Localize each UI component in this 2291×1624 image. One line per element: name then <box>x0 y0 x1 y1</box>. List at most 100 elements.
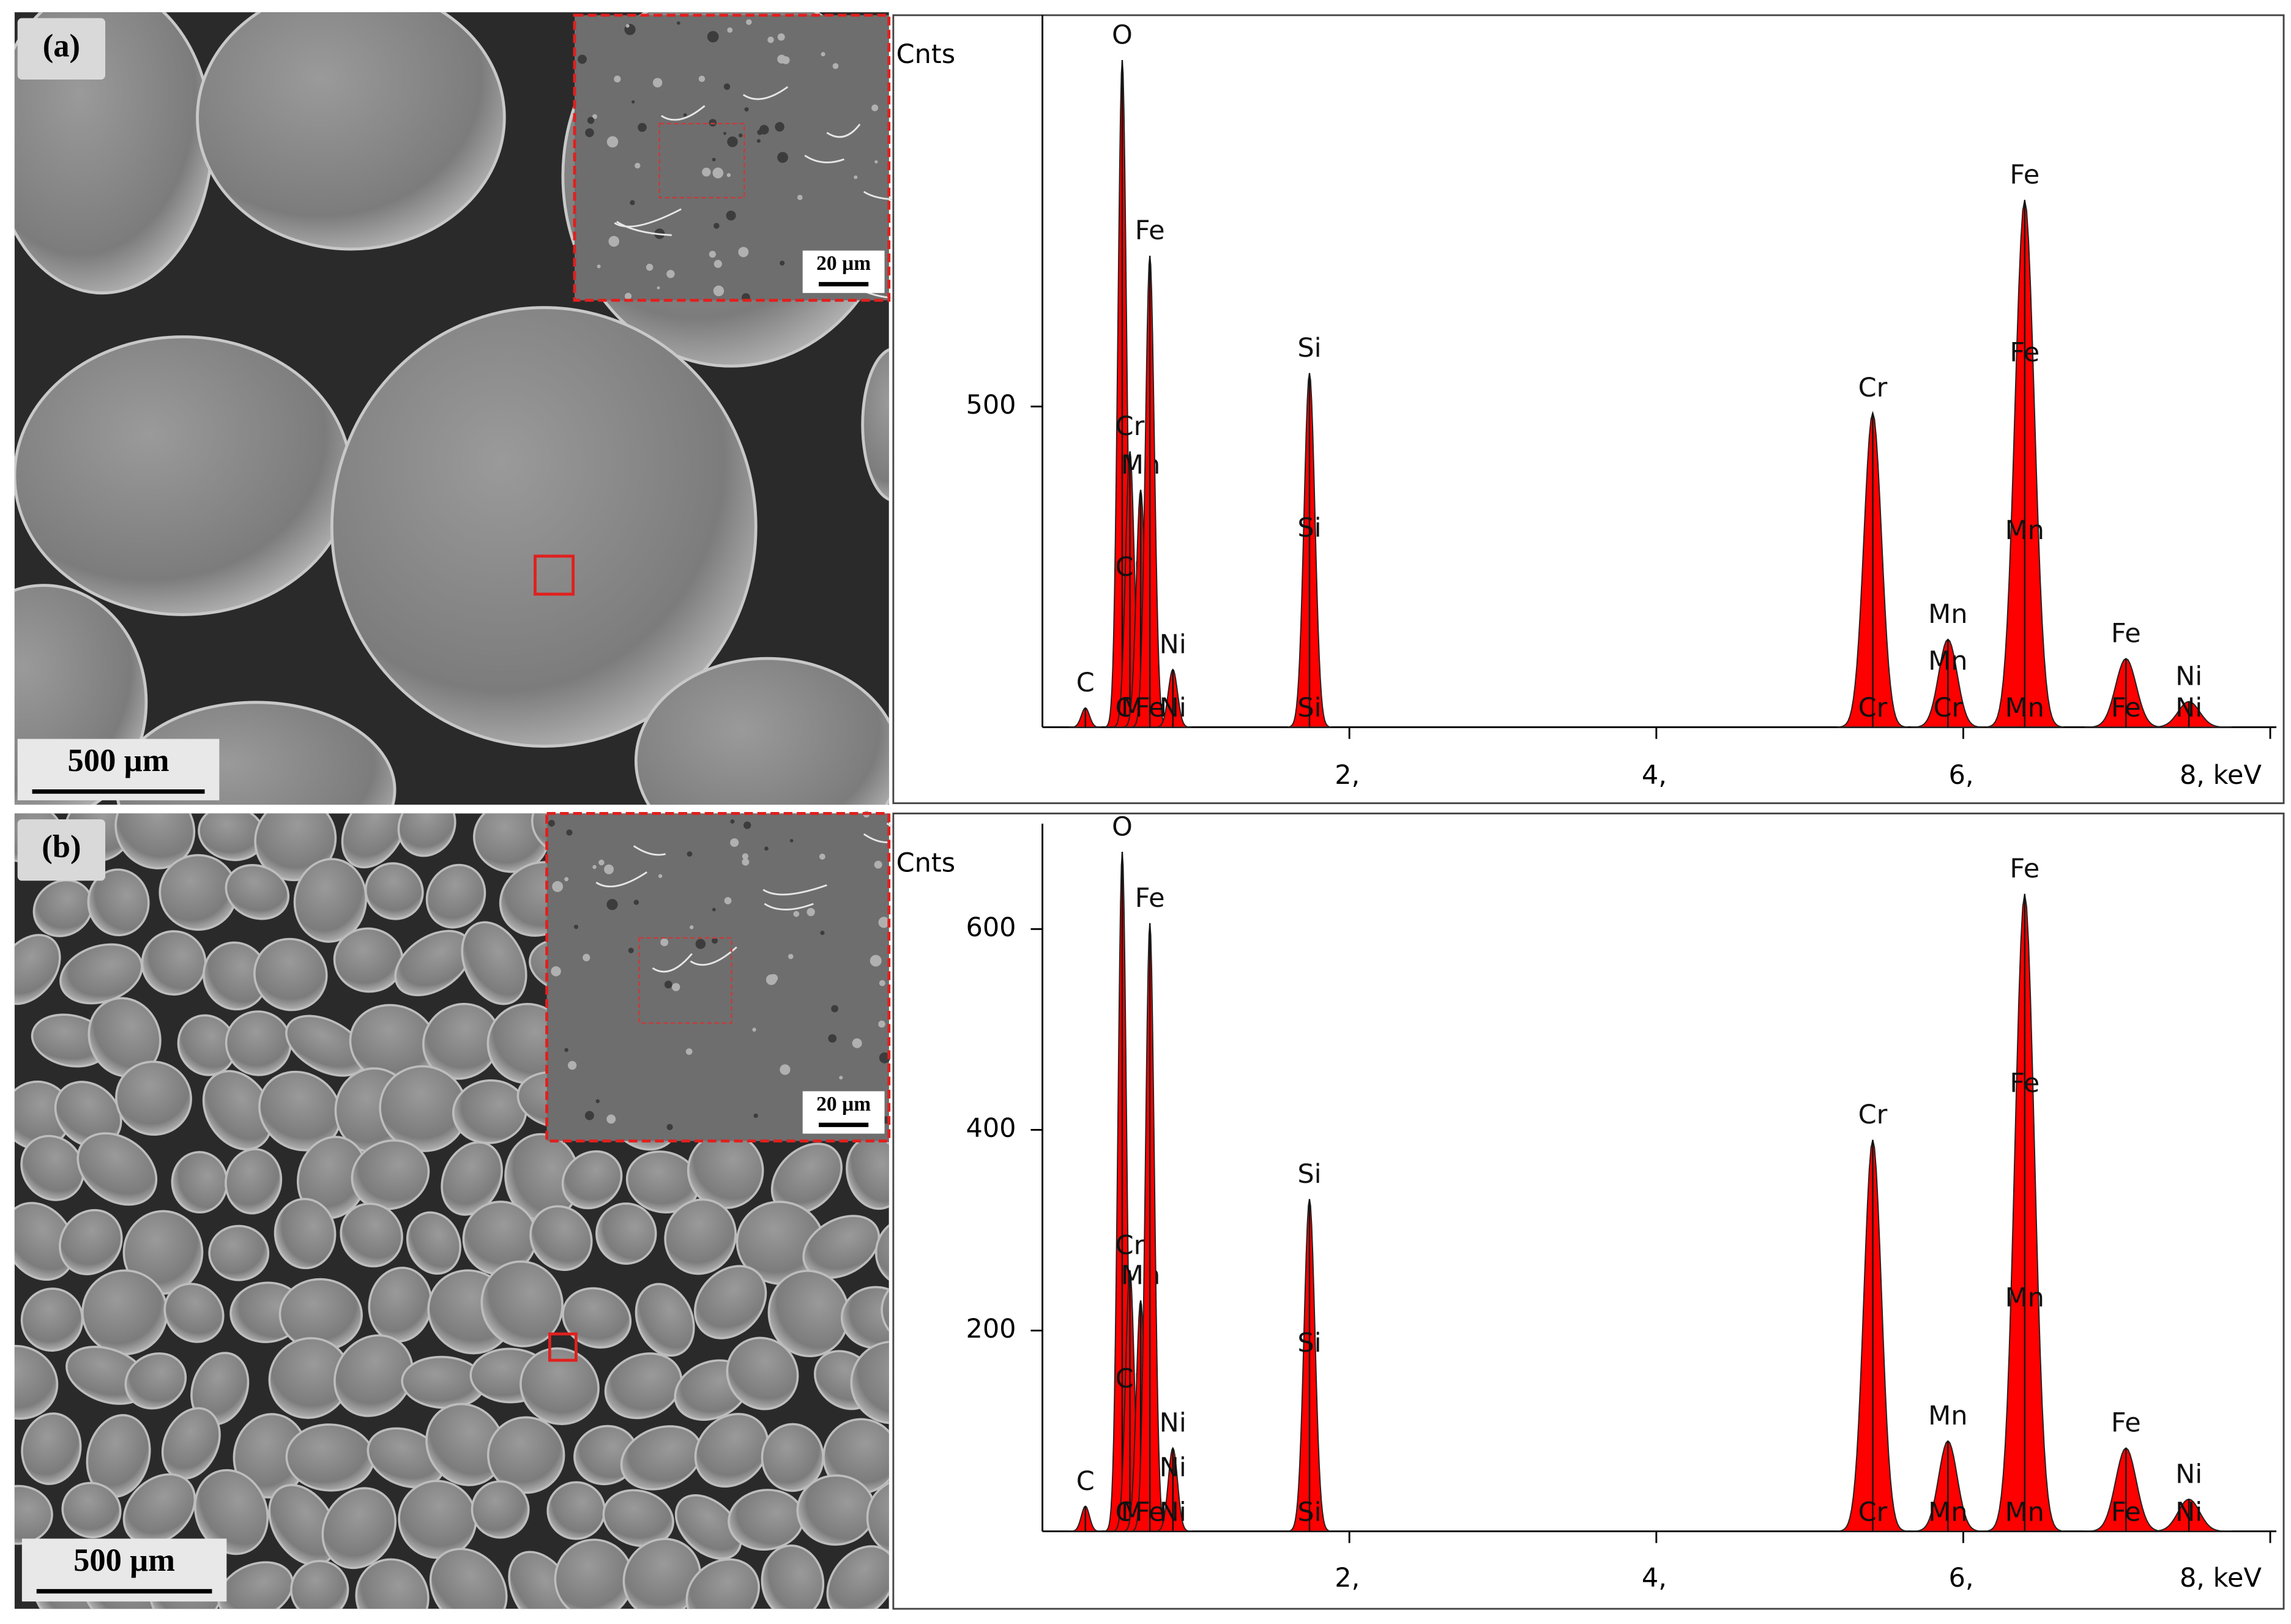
inset-texture <box>702 168 711 177</box>
scale-text: 500 µm <box>68 743 169 778</box>
particle <box>21 1412 82 1485</box>
inset-texture <box>852 1038 862 1048</box>
element-label: Si <box>1297 513 1321 543</box>
particle <box>471 1480 530 1539</box>
inset-texture <box>635 163 641 169</box>
element-label: Cr <box>1858 693 1888 723</box>
particle <box>115 1060 192 1136</box>
inset-texture <box>624 292 632 300</box>
inset-texture <box>698 75 706 83</box>
inset-texture <box>878 917 890 928</box>
element-label: Mn <box>2005 1497 2044 1527</box>
particle <box>355 1558 430 1609</box>
element-label: O <box>1112 20 1133 50</box>
particle <box>20 1287 84 1352</box>
element-label: Ni <box>2175 693 2202 723</box>
inset-texture <box>625 24 630 28</box>
inset-texture <box>769 974 778 983</box>
inset-texture <box>723 132 727 135</box>
particle <box>217 1561 294 1609</box>
particle <box>59 1209 123 1276</box>
inset-texture <box>687 851 693 857</box>
particle <box>14 335 352 616</box>
y-tick-label: 200 <box>966 1314 1016 1344</box>
inset-texture <box>604 864 614 874</box>
inset-texture <box>676 21 680 25</box>
inset-crack <box>762 884 827 896</box>
inset-texture <box>874 860 882 869</box>
inset-texture <box>730 819 735 824</box>
particle <box>333 1334 414 1417</box>
particle <box>340 1202 403 1268</box>
particle <box>561 1150 623 1210</box>
inset-crack <box>614 208 682 228</box>
inset-crack <box>826 124 861 138</box>
element-label: Mn <box>1928 646 1967 677</box>
inset-texture <box>566 829 573 836</box>
inset-texture <box>614 75 621 83</box>
x-tick-label: 4, <box>1642 760 1667 791</box>
particle <box>293 858 367 943</box>
element-label: C <box>1076 1466 1095 1497</box>
inset-texture <box>564 1048 568 1052</box>
inset-texture <box>628 947 634 953</box>
inset-texture <box>828 1034 837 1043</box>
particle <box>480 1260 564 1347</box>
inset-texture <box>874 160 878 164</box>
inset-texture <box>552 881 564 892</box>
inset-texture <box>743 821 751 829</box>
inset-texture <box>683 113 687 117</box>
particle <box>562 1287 632 1349</box>
inset-texture <box>820 930 825 936</box>
inset-texture <box>819 854 825 860</box>
inset-texture <box>658 874 663 878</box>
inset-border <box>545 811 891 1142</box>
inset-texture <box>606 1114 616 1124</box>
element-label: Fe <box>2111 1497 2141 1527</box>
inset-texture <box>764 846 769 851</box>
particle <box>20 1134 85 1201</box>
inset-texture <box>712 937 718 944</box>
inset-texture <box>759 125 769 135</box>
panel-label: (a) <box>43 28 80 64</box>
element-label: Si <box>1297 1497 1321 1527</box>
element-label: Fe <box>1135 215 1165 246</box>
inset-texture <box>646 264 654 271</box>
element-label: Mn <box>2005 693 2044 723</box>
inset-texture <box>832 63 839 69</box>
inset-texture <box>707 31 719 43</box>
element-label: Ni <box>2175 661 2202 692</box>
inset-texture <box>671 983 680 991</box>
element-label: O <box>1112 811 1133 842</box>
element-label: Si <box>1297 1328 1321 1358</box>
particle <box>341 813 407 869</box>
inset-texture <box>742 853 749 860</box>
element-label: Fe <box>2111 1408 2141 1439</box>
inset-texture <box>724 897 732 904</box>
inset-texture <box>695 939 706 949</box>
y-axis-label: Cnts <box>896 39 956 70</box>
inset-texture <box>789 839 794 843</box>
inset-texture <box>587 117 595 124</box>
particle <box>461 921 527 1005</box>
particle <box>87 868 150 937</box>
particle <box>397 813 456 857</box>
element-label: Fe <box>2010 337 2040 368</box>
inset-texture <box>595 1099 600 1103</box>
inset-texture <box>583 953 590 962</box>
inset-texture <box>746 19 752 25</box>
element-label: Si <box>1297 693 1321 723</box>
element-label: Cr <box>1858 1100 1888 1130</box>
inset-texture <box>606 899 618 911</box>
inset-texture <box>767 36 774 43</box>
particle <box>441 1141 503 1216</box>
inset-texture <box>709 250 717 258</box>
element-label: Cr <box>1858 373 1888 403</box>
inset-texture <box>777 33 785 41</box>
particle <box>225 863 290 920</box>
element-label: Ni <box>2175 1459 2202 1489</box>
inset-scale-text: 20 µm <box>816 1093 871 1116</box>
particle <box>602 1489 674 1548</box>
inset-texture <box>584 1111 594 1120</box>
